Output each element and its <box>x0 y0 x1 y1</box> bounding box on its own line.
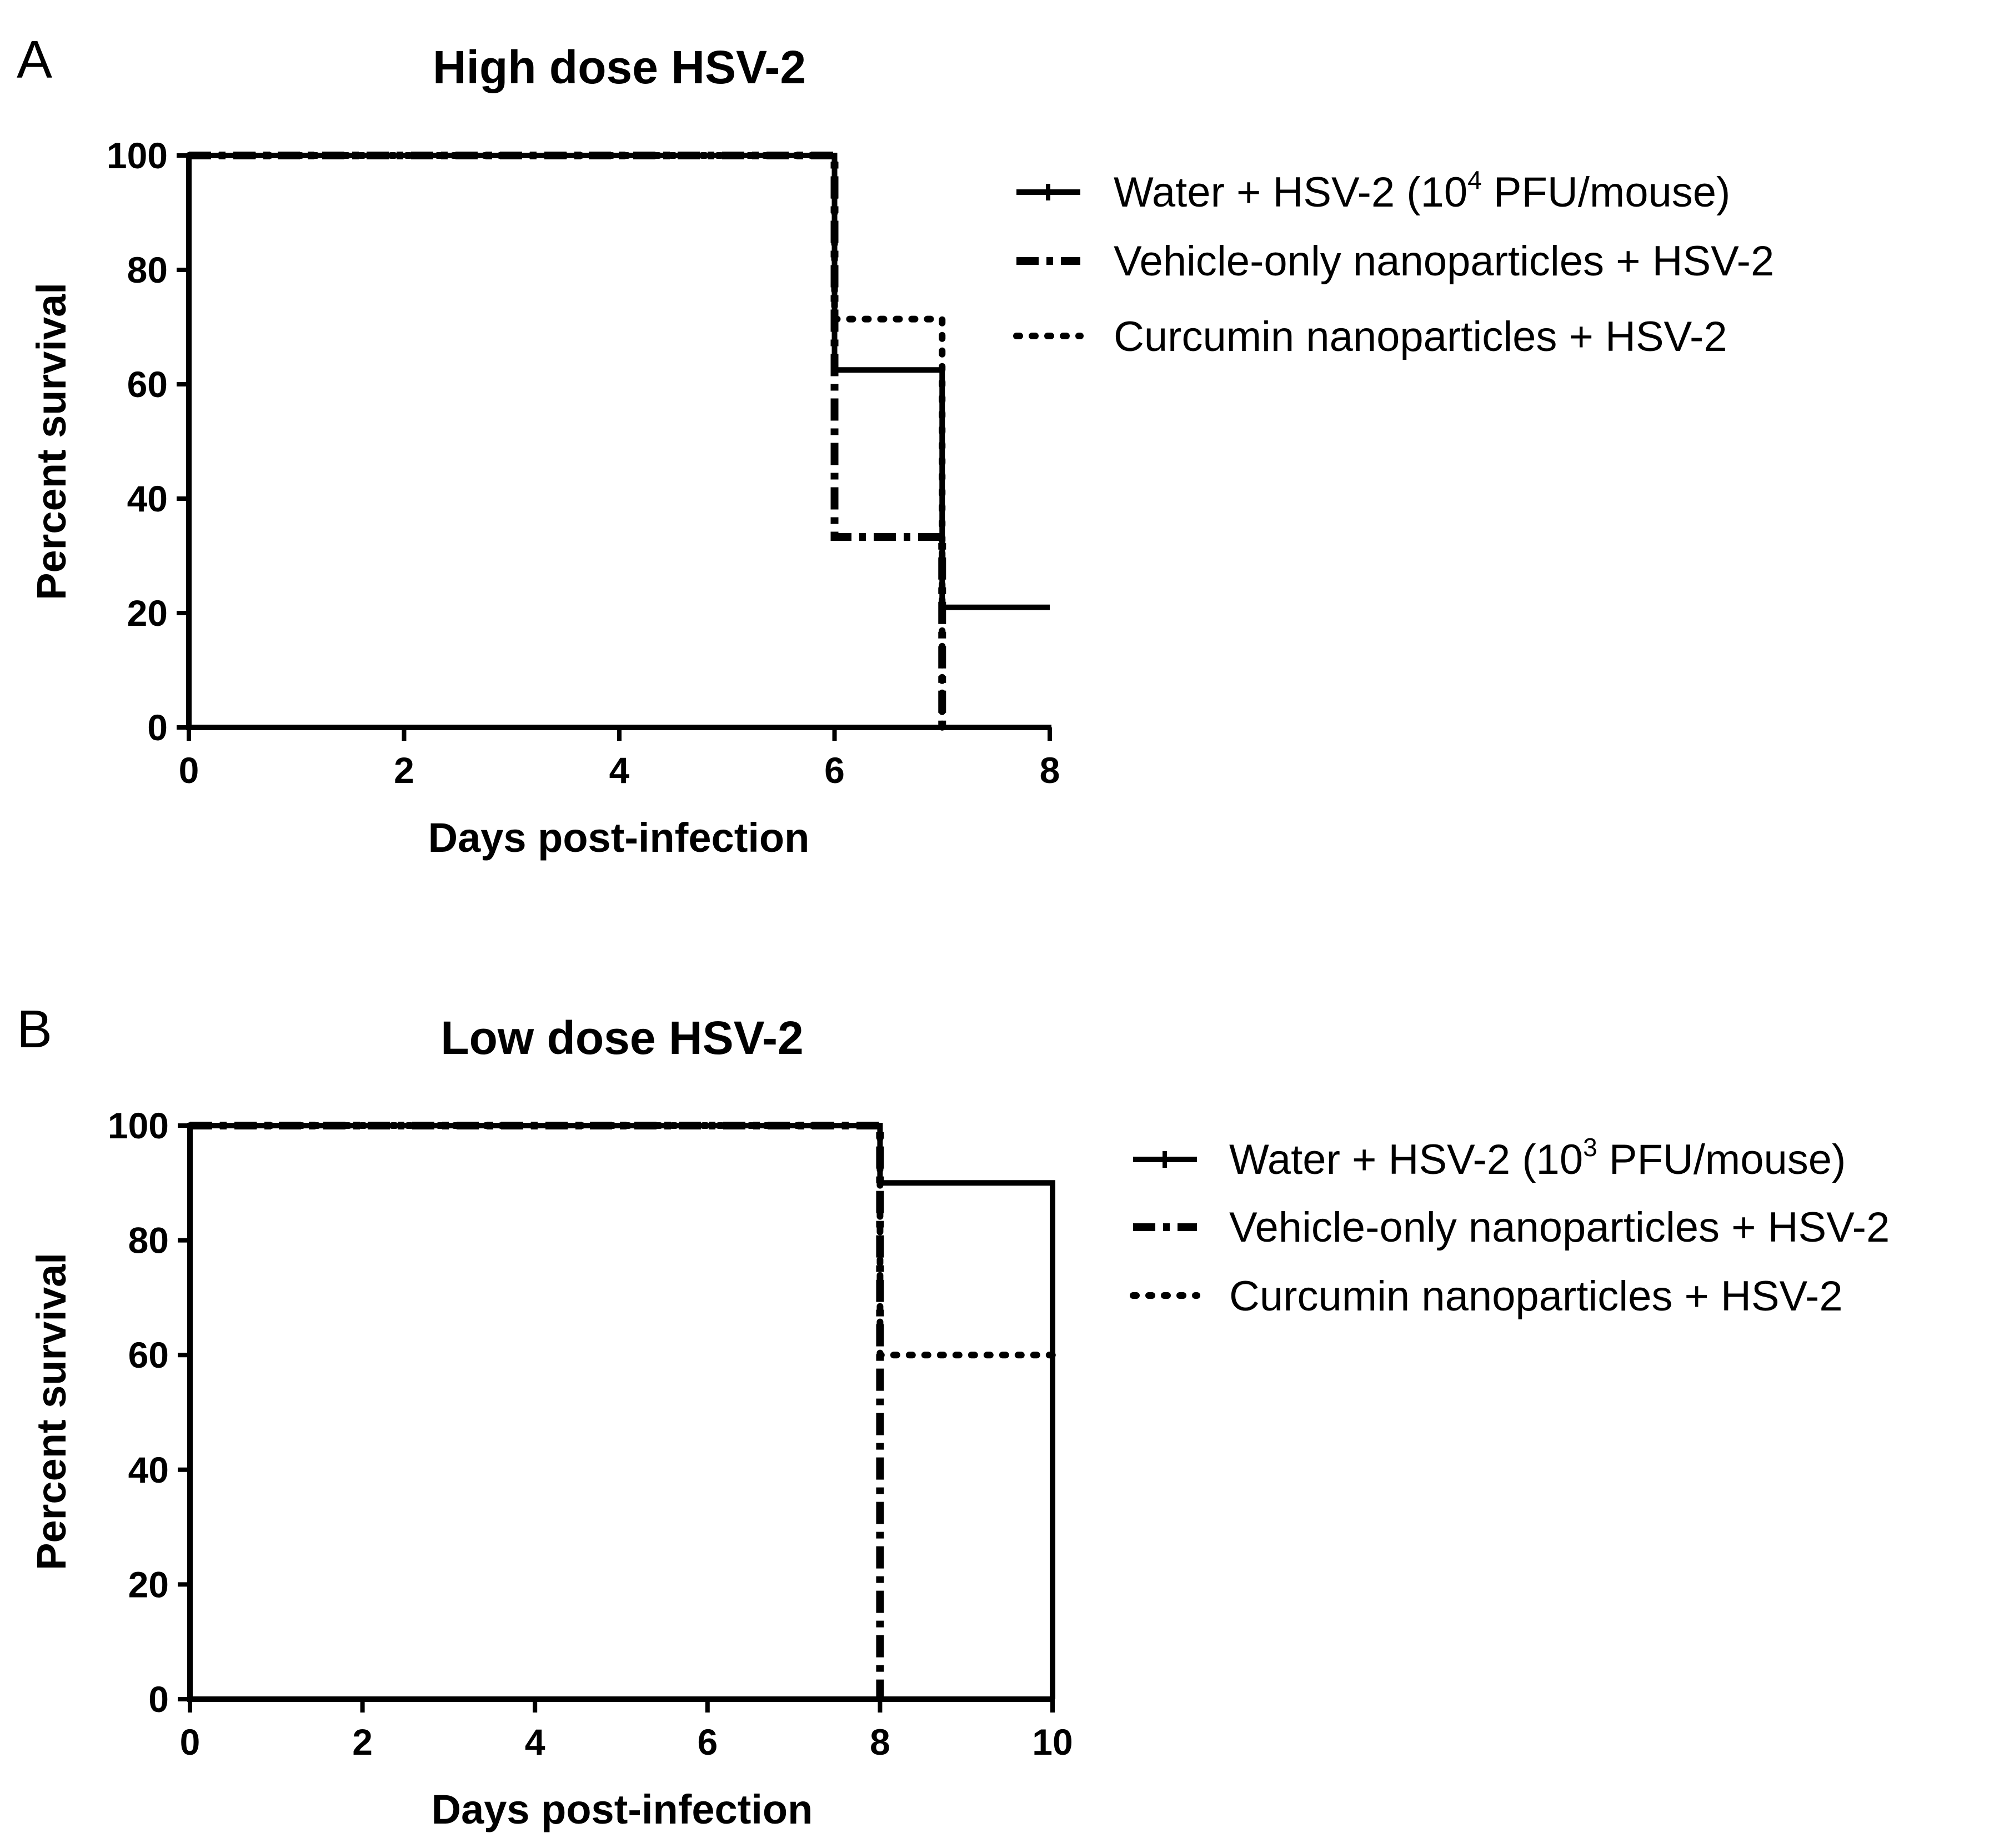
legend-b-label-vehicle: Vehicle-only nanoparticles + HSV-2 <box>1229 1204 1890 1251</box>
y-tick-label: 60 <box>127 364 168 405</box>
panel-b-series <box>187 1122 1056 1699</box>
panel-b-series-vehicle <box>190 1122 884 1699</box>
y-tick-label: 20 <box>127 592 168 634</box>
x-tick-label: 10 <box>1032 1721 1073 1762</box>
legend-b-label-water: Water + HSV-2 (103 PFU/mouse) <box>1229 1133 1846 1183</box>
panel-b-title: Low dose HSV-2 <box>440 1012 803 1064</box>
y-tick-label: 20 <box>128 1564 169 1605</box>
panel-b-legend: Water + HSV-2 (103 PFU/mouse) Vehicle-on… <box>1130 1133 1890 1320</box>
x-tick-label: 4 <box>609 750 630 791</box>
panel-b-series-water <box>190 1123 1055 1699</box>
panel-a-y-axis-label: Percent survival <box>28 283 74 600</box>
panel-a-series <box>186 152 1050 731</box>
panel-a-y-ticks: 0 20 40 60 80 100 <box>107 135 189 748</box>
y-tick-label: 40 <box>127 478 168 519</box>
panel-b-series-curcumin <box>187 1122 1056 1359</box>
panel-b-y-ticks: 0 20 40 60 80 100 <box>108 1105 190 1720</box>
y-tick-label: 0 <box>148 1679 169 1720</box>
panel-b-label: B <box>17 1000 52 1059</box>
panel-a-legend: Water + HSV-2 (104 PFU/mouse) Vehicle-on… <box>1013 165 1774 360</box>
y-tick-label: 100 <box>107 135 168 176</box>
panel-a-label: A <box>17 30 52 89</box>
panel-a-title: High dose HSV-2 <box>433 41 806 93</box>
panel-b-x-axis-label: Days post-infection <box>432 1786 813 1832</box>
x-tick-label: 0 <box>180 1721 201 1762</box>
legend-a-label-vehicle: Vehicle-only nanoparticles + HSV-2 <box>1114 238 1774 285</box>
panel-b-y-axis-label: Percent survival <box>28 1253 74 1570</box>
panel-a-series-vehicle <box>189 152 946 727</box>
panel-a-series-curcumin <box>186 152 946 731</box>
y-tick-label: 80 <box>128 1220 169 1261</box>
x-tick-label: 8 <box>1040 750 1060 791</box>
x-tick-label: 6 <box>697 1721 718 1762</box>
x-tick-label: 2 <box>352 1721 373 1762</box>
y-tick-label: 60 <box>128 1334 169 1375</box>
legend-a-label-curcumin: Curcumin nanoparticles + HSV-2 <box>1114 313 1727 360</box>
panel-a-x-axis-label: Days post-infection <box>428 815 810 861</box>
x-tick-label: 6 <box>824 750 845 791</box>
x-tick-label: 0 <box>179 750 199 791</box>
x-tick-label: 4 <box>525 1721 545 1762</box>
panel-b-x-ticks: 0 2 4 6 8 10 <box>180 1699 1073 1762</box>
x-tick-label: 2 <box>394 750 414 791</box>
legend-a-label-water: Water + HSV-2 (104 PFU/mouse) <box>1114 165 1730 216</box>
panel-a-x-ticks: 0 2 4 6 8 <box>179 727 1060 791</box>
x-tick-label: 8 <box>870 1721 890 1762</box>
y-tick-label: 40 <box>128 1449 169 1490</box>
y-tick-label: 0 <box>147 707 168 748</box>
panel-a-series-water <box>189 153 1050 610</box>
panel-a: A High dose HSV-2 0 20 40 60 80 100 0 2 4 6 8 Per… <box>17 30 1774 861</box>
legend-b-label-curcumin: Curcumin nanoparticles + HSV-2 <box>1229 1273 1843 1320</box>
y-tick-label: 80 <box>127 249 168 290</box>
y-tick-label: 100 <box>108 1105 169 1146</box>
panel-b: B Low dose HSV-2 0 20 40 60 80 100 0 2 4 6 8 10 Pe… <box>17 1000 1890 1832</box>
